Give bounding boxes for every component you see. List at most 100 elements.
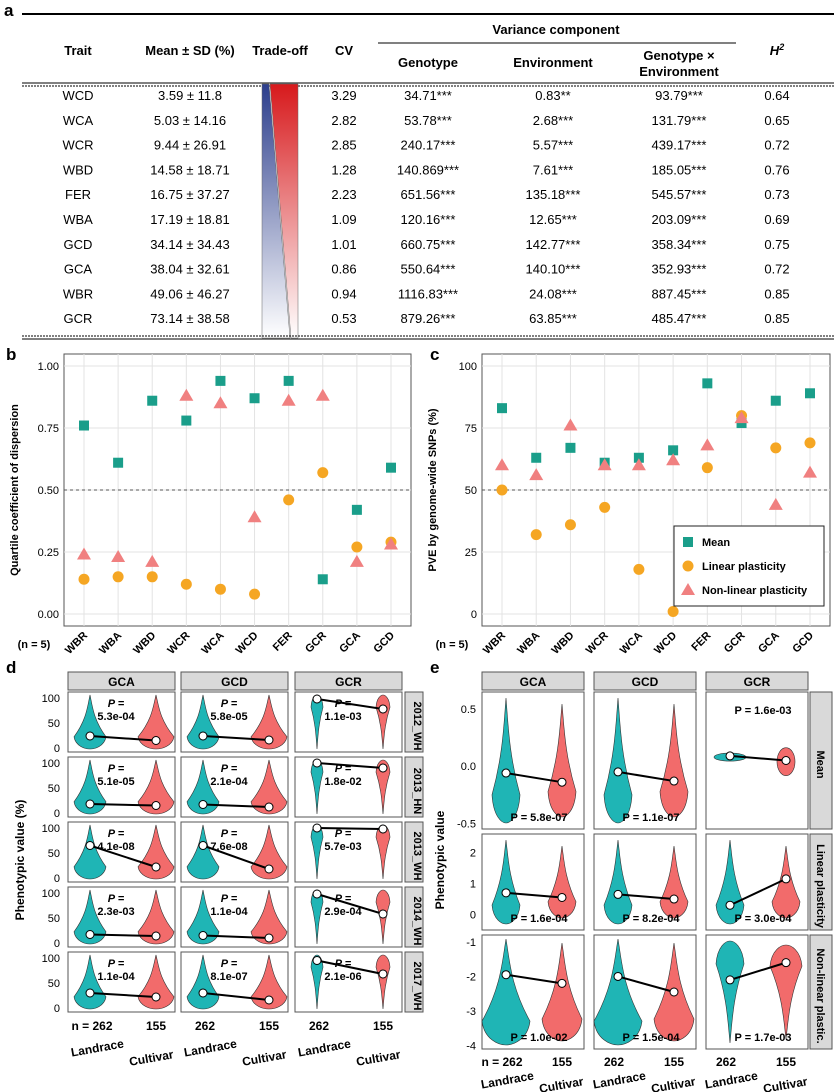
y-tick-label: 0 [54,873,60,885]
data-point-nonlinear [145,554,160,567]
p-value: 1.1e-04 [97,971,135,983]
median-point [378,824,388,834]
legend-marker [683,537,693,547]
data-point-mean [770,395,781,406]
data-point-mean [147,395,158,406]
table-cell: 0.85 [764,311,789,326]
n-label: (n = 5) [18,639,51,651]
facet-row-title: Non-linear plastic. [814,948,826,1043]
table-cell: 1.28 [331,162,356,177]
median-point [312,889,322,899]
median-link [505,973,563,985]
panel-c-label: c [430,345,439,364]
p-value: P = 1.5e-04 [623,1032,681,1044]
data-point-nonlinear [563,418,578,431]
data-point-mean [249,393,260,404]
data-point-mean [317,574,328,585]
n-label: (n = 5) [436,639,469,651]
p-label: P = [335,893,352,905]
panel-b-label: b [6,345,16,364]
facet-title: GCA [108,675,135,689]
table-cell: WBD [63,162,93,177]
y-tick-label: 0 [54,1003,60,1015]
p-value: 4.1e-08 [97,841,134,853]
y-tick-label: 0.50 [38,485,59,497]
variance-component-header: Variance component [492,22,620,37]
median-point [151,736,161,745]
y-tick-label: 50 [48,718,60,730]
table-cell: 0.53 [331,311,356,326]
x-group-label: Landrace [70,1036,125,1059]
p-value: 5.8e-05 [210,711,247,723]
n-count: n = 262 [481,1055,522,1069]
x-tick-label: WCD [652,630,679,657]
violin-landrace [593,938,643,1046]
facet-strip [481,671,585,691]
x-group-label: Landrace [480,1068,535,1091]
median-point [669,776,679,786]
median-point [669,894,679,904]
y-tick-label: -3 [466,1006,476,1018]
median-point [151,931,161,941]
violin-landrace [491,697,521,824]
median-point [198,988,208,998]
table-cell: 879.26*** [401,311,456,326]
data-point-mean [181,415,192,426]
table-cell: 545.57*** [652,187,707,202]
violin-landrace [73,759,107,815]
data-point-nonlinear [768,497,783,510]
col-tradeoff: Trade-off [252,43,308,58]
median-link [729,754,787,762]
data-point-linear [496,484,508,496]
p-value: 5.3e-04 [97,711,135,723]
violin-cultivar [137,889,175,945]
p-value: P = 3.0e-04 [735,913,793,925]
table-cell: 3.59 ± 11.8 [158,88,222,103]
table-cell: 73.14 ± 38.58 [150,311,229,326]
median-link [729,877,787,907]
data-point-mean [386,462,396,473]
n-count: 155 [259,1019,279,1033]
median-point [613,767,623,777]
table-cell: 3.29 [331,88,356,103]
table-cell: 5.57*** [533,138,573,153]
violin-landrace [715,940,745,1044]
data-point-nonlinear [247,510,262,523]
y-tick-label: 0 [470,910,476,922]
median-point [151,862,161,872]
p-label: P = [221,828,238,840]
violin-cultivar [659,845,689,919]
facet-row-title: 2017_WH [411,962,423,1011]
table-cell: 0.72 [764,138,789,153]
y-tick-label: 0 [471,609,477,621]
x-group-label: Landrace [183,1036,238,1059]
table-cell: 2.85 [331,138,356,153]
x-tick-label: WCA [199,630,226,657]
facet-row-title: 2012_WH [411,702,423,751]
facet-strip [809,691,833,830]
table-cell: GCR [64,311,93,326]
table-cell: 1.09 [331,212,356,227]
violin-cultivar [659,703,689,818]
x-tick-label: GCD [790,630,816,656]
median-link [505,891,563,899]
violin-cultivar [769,944,803,1040]
y-tick-label: 100 [42,953,60,965]
p-value: 2.9e-04 [324,906,362,918]
y-tick-label: -4 [466,1041,476,1053]
n-count: n = 262 [71,1019,112,1033]
x-group-label: Cultivar [355,1047,402,1069]
median-point [557,978,567,988]
data-point-linear [146,571,158,583]
p-label: P = [335,763,352,775]
data-point-nonlinear [384,537,398,550]
col-gxe-1: Genotype × [643,48,715,63]
facet-title: GCD [221,675,248,689]
y-tick-label: -0.5 [457,818,476,830]
x-tick-label: WCR [165,630,192,657]
median-point [725,975,735,985]
table-cell: GCD [64,237,93,252]
data-point-linear [804,437,816,449]
median-point [378,763,388,773]
y-tick-label: 0.0 [461,761,476,773]
